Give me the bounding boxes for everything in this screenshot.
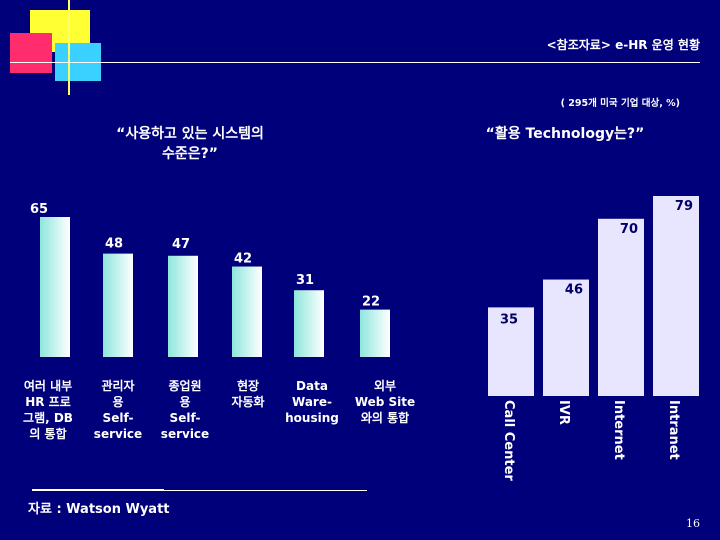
left-bar-5 xyxy=(294,290,324,357)
right-category-4: Intranet xyxy=(666,400,681,460)
left-bar-label-1: 65 xyxy=(30,202,48,217)
left-bar-2 xyxy=(103,253,133,357)
source-underline-accent xyxy=(32,489,164,491)
right-bar-1 xyxy=(488,307,534,396)
right-bar-3 xyxy=(598,218,644,396)
left-category-3-line-1: 종업원 xyxy=(168,379,202,393)
left-category-3-line-3: Self- xyxy=(169,411,201,425)
source-underline xyxy=(32,490,367,491)
source-note: 자료 : Watson Wyatt xyxy=(28,502,170,517)
right-category-3: Internet xyxy=(611,400,626,460)
left-category-2-line-4: service xyxy=(93,427,143,441)
left-category-1-line-1: 여러 내부 xyxy=(23,379,73,393)
left-category-5-line-3: housing xyxy=(285,411,339,425)
left-category-3-line-2: 용 xyxy=(179,395,191,409)
left-category-2-line-3: Self- xyxy=(102,411,134,425)
left-bar-1 xyxy=(40,217,70,357)
page-number: 16 xyxy=(686,517,700,530)
right-bar-4 xyxy=(653,196,699,396)
page-title: <참조자료> e-HR 운영 현황 xyxy=(546,38,700,52)
left-bar-label-6: 22 xyxy=(362,295,380,310)
left-bar-label-3: 47 xyxy=(172,237,190,252)
left-category-3-line-4: service xyxy=(160,427,210,441)
left-category-6-line-2: Web Site xyxy=(354,395,416,409)
right-chart-heading: “활용 Technology는?” xyxy=(485,126,645,142)
left-bar-label-4: 42 xyxy=(234,252,252,267)
left-bar-label-5: 31 xyxy=(296,273,314,288)
left-heading-line-1: “사용하고 있는 시스템의 xyxy=(116,126,264,142)
deco-vertical-line xyxy=(68,0,70,95)
left-chart-heading: “사용하고 있는 시스템의 수준은?” xyxy=(80,124,300,164)
right-bar-2 xyxy=(543,279,589,396)
deco-red-square xyxy=(10,33,52,73)
right-bar-label-2: 46 xyxy=(565,283,583,298)
right-bar-label-3: 70 xyxy=(620,222,638,237)
left-category-5: Data Ware-housing xyxy=(274,378,350,426)
deco-horizontal-line xyxy=(10,62,700,63)
left-bar-4 xyxy=(232,266,262,357)
right-category-2: IVR xyxy=(556,400,571,425)
left-category-5-line-2: Ware- xyxy=(292,395,332,409)
left-bar-label-2: 48 xyxy=(105,237,123,252)
left-category-2-line-1: 관리자 xyxy=(101,379,135,393)
right-bar-label-1: 35 xyxy=(500,312,518,327)
right-bar-label-4: 79 xyxy=(675,199,693,214)
left-category-1-line-3: 그램, DB xyxy=(23,411,73,425)
left-category-1-line-2: HR 프로 xyxy=(25,395,71,409)
left-category-6: 외부 Web Site 와의 통합 xyxy=(347,378,423,426)
left-bar-3 xyxy=(168,255,198,357)
survey-note: ( 295개 미국 기업 대상, %) xyxy=(560,98,680,109)
left-category-6-line-3: 와의 통합 xyxy=(360,411,410,425)
left-category-2-line-2: 용 xyxy=(112,395,124,409)
left-category-1-line-4: 의 통합 xyxy=(29,427,67,441)
right-category-1: Call Center xyxy=(501,400,516,481)
left-bar-6 xyxy=(360,309,390,357)
left-heading-line-2: 수준은?” xyxy=(162,146,218,162)
left-category-4-line-2: 자동화 xyxy=(231,395,265,409)
left-category-5-line-1: Data xyxy=(296,379,328,393)
left-category-6-line-1: 외부 xyxy=(373,379,397,393)
left-category-4-line-1: 현장 xyxy=(236,379,260,393)
